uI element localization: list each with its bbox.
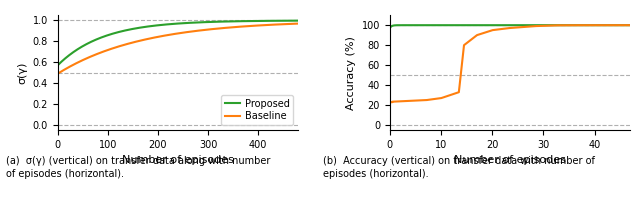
X-axis label: Number of episodes: Number of episodes xyxy=(122,155,234,166)
Proposed xyxy=(66,53,74,56)
Legend: Proposed, Baseline: Proposed, Baseline xyxy=(221,95,293,125)
Proposed xyxy=(243,20,251,22)
Y-axis label: Accuracy (%): Accuracy (%) xyxy=(346,36,356,110)
Baseline xyxy=(171,33,179,35)
Baseline xyxy=(243,25,251,28)
Proposed xyxy=(164,23,172,26)
Text: (a)  σ(γ) (vertical) on transfer data along with number
of episodes (horizontal): (a) σ(γ) (vertical) on transfer data alo… xyxy=(6,156,271,179)
Baseline xyxy=(54,72,61,75)
Baseline xyxy=(287,23,295,25)
Baseline xyxy=(294,22,302,25)
Proposed xyxy=(287,19,295,22)
Proposed xyxy=(171,23,179,25)
X-axis label: Number of episodes: Number of episodes xyxy=(454,155,566,166)
Proposed xyxy=(294,19,302,22)
Y-axis label: σ(γ): σ(γ) xyxy=(17,61,27,84)
Baseline xyxy=(66,65,74,68)
Proposed xyxy=(54,64,61,67)
Baseline xyxy=(164,34,172,36)
Baseline xyxy=(287,23,295,25)
Text: (b)  Accuracy (vertical) on transfer data with number of
episodes (horizontal).: (b) Accuracy (vertical) on transfer data… xyxy=(323,156,595,179)
Line: Baseline: Baseline xyxy=(58,24,298,74)
Line: Proposed: Proposed xyxy=(58,21,298,65)
Proposed xyxy=(287,19,295,22)
